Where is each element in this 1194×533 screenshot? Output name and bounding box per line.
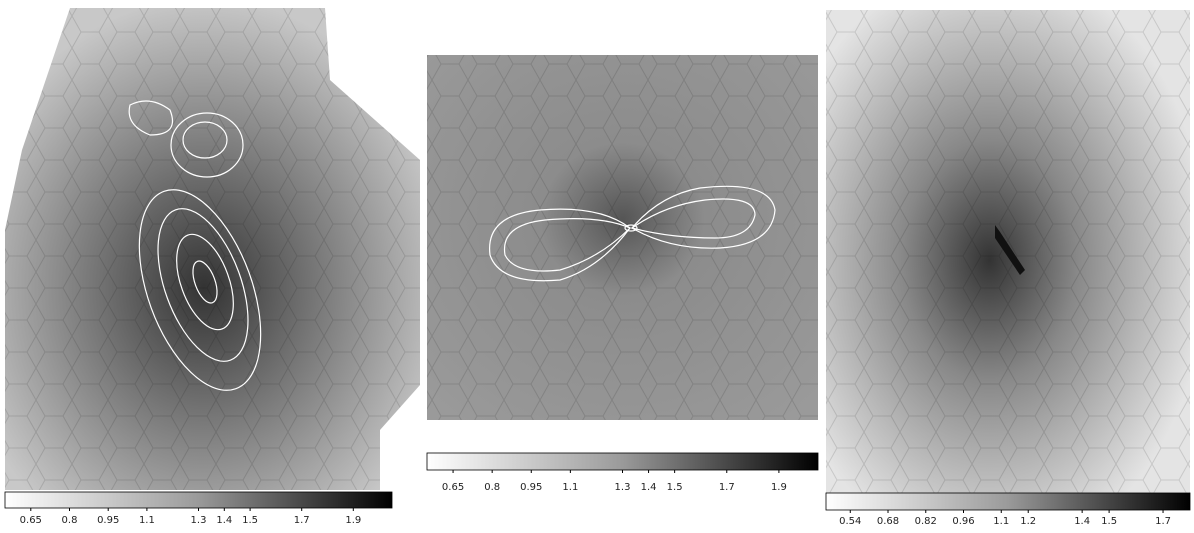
x-tick-label: 1.3 [191, 515, 207, 526]
panel-left [5, 8, 420, 490]
figure: 0.65 0.8 0.95 1.1 1.3 1.4 1.5 1.7 1.9 0.65 0.8 0.95… [0, 0, 1194, 529]
x-tick-label: 1.5 [242, 515, 258, 526]
x-tick-label: 0.8 [62, 515, 78, 526]
x-tick-label: 0.65 [442, 482, 464, 493]
x-tick-label: 0.68 [877, 516, 899, 527]
x-tick-label: 1.5 [1101, 516, 1117, 527]
x-tick-label: 0.82 [915, 516, 937, 527]
x-tick-label: 1.4 [216, 515, 232, 526]
x-tick-label: 0.54 [839, 516, 861, 527]
x-tick-label: 1.4 [1074, 516, 1090, 527]
x-tick-label: 1.1 [139, 515, 155, 526]
x-tick-label: 1.3 [615, 482, 631, 493]
x-tick-label: 1.7 [294, 515, 310, 526]
x-tick-label: 0.96 [952, 516, 974, 527]
x-tick-label: 1.9 [771, 482, 787, 493]
x-tick-label: 1.5 [667, 482, 683, 493]
x-tick-label: 1.2 [1020, 516, 1036, 527]
colorbar [427, 453, 818, 470]
x-tick-label: 1.9 [345, 515, 361, 526]
x-tick-label: 1.1 [562, 482, 578, 493]
x-tick-label: 0.8 [484, 482, 500, 493]
x-tick-label: 0.95 [97, 515, 119, 526]
x-tick-label: 1.4 [641, 482, 657, 493]
colorbar [826, 493, 1190, 510]
x-tick-label: 1.7 [719, 482, 735, 493]
x-tick-label: 1.1 [993, 516, 1009, 527]
panel-right [826, 10, 1190, 510]
panel-middle [427, 55, 818, 420]
x-tick-label: 0.95 [520, 482, 542, 493]
x-tick-label: 1.7 [1155, 516, 1171, 527]
x-tick-label: 0.65 [20, 515, 42, 526]
colorbar [5, 492, 392, 508]
